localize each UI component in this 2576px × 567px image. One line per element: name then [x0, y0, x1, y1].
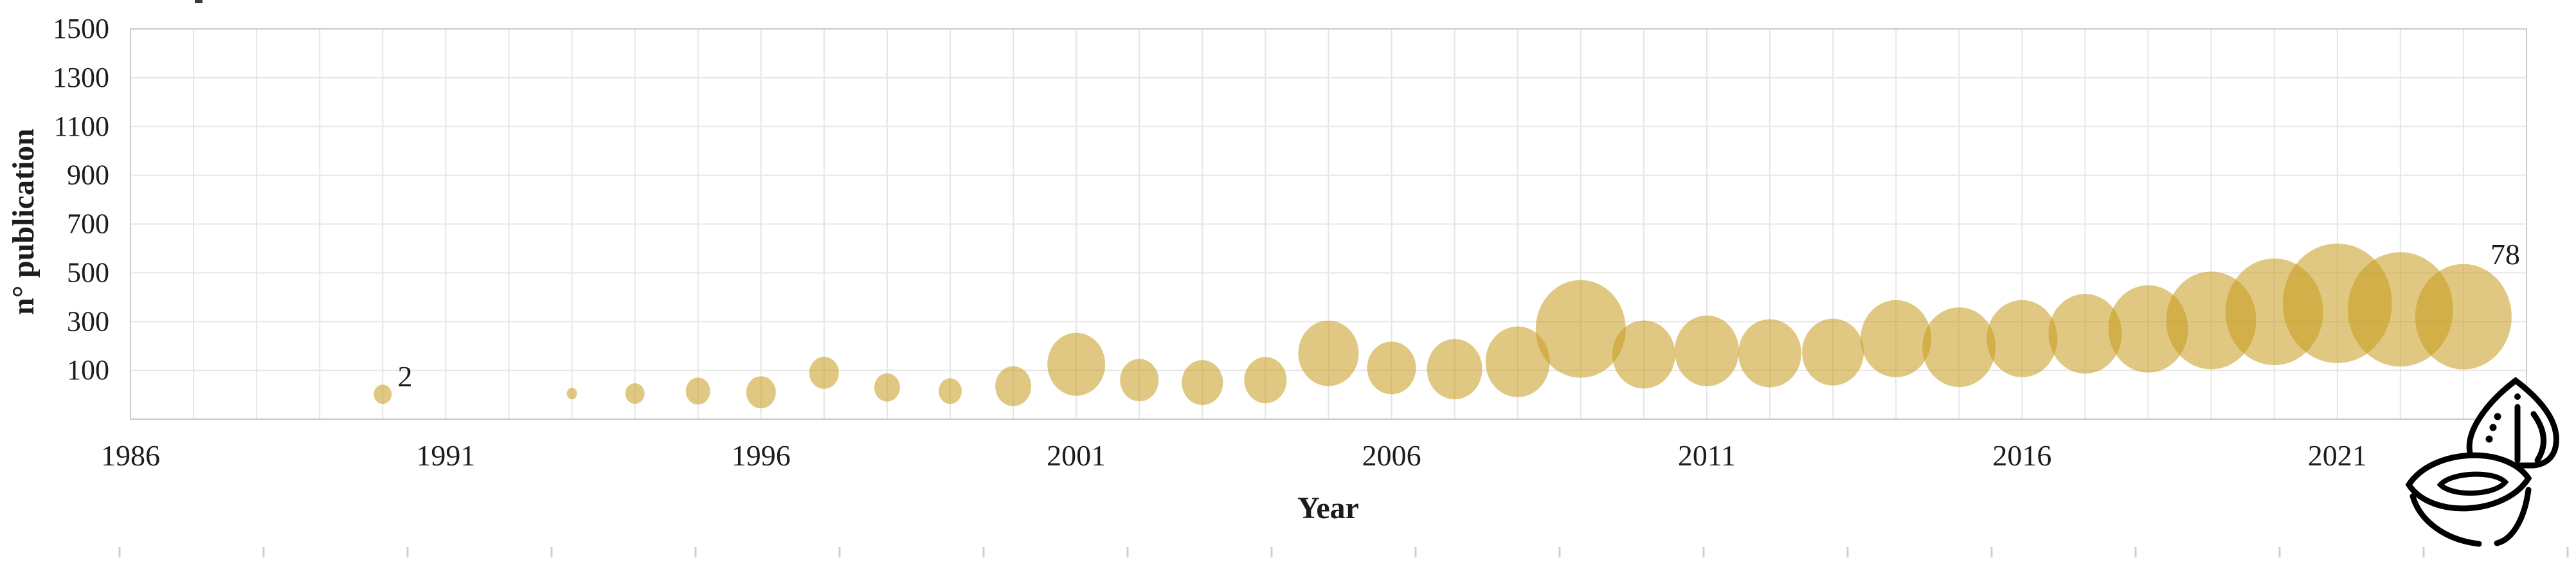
svg-text:1100: 1100	[54, 111, 109, 142]
leaf-dot-1	[2494, 413, 2501, 420]
lemon-inner-eye	[2436, 471, 2509, 496]
lemon-body-outline	[2405, 452, 2532, 512]
bubble-2011	[1674, 315, 1739, 386]
bubble-2004	[1244, 357, 1287, 404]
svg-text:1500: 1500	[53, 13, 109, 44]
bubble-1998	[874, 373, 900, 402]
svg-text:1996: 1996	[732, 439, 791, 472]
bubble-2016	[1986, 300, 2058, 377]
bubble-2012	[1738, 319, 1802, 388]
y-axis-title: n° publication	[6, 129, 41, 315]
svg-text:100: 100	[67, 354, 109, 386]
x-axis-title: Year	[1297, 491, 1359, 525]
y-axis-tick-labels: 100 300 500 700 900 1100 1300 1500	[53, 13, 109, 386]
svg-text:2011: 2011	[1678, 439, 1736, 472]
bubble-2000	[995, 366, 1032, 406]
bubble-2008	[1485, 326, 1550, 397]
svg-text:500: 500	[67, 256, 109, 288]
bubble-1997	[809, 356, 839, 389]
data-label-last-point: 78	[2490, 238, 2520, 271]
bubble-1990	[374, 384, 392, 404]
bubble-2010	[1612, 320, 1675, 389]
bubble-1999	[939, 378, 962, 404]
svg-text:2001: 2001	[1047, 439, 1106, 472]
bubble-2009	[1535, 280, 1626, 378]
cropped-text-fragment	[195, 0, 203, 3]
bubble-1995	[685, 377, 710, 405]
plot-area-border	[130, 28, 2527, 420]
svg-text:1986: 1986	[101, 439, 160, 472]
svg-text:900: 900	[67, 159, 109, 191]
bubble-series	[374, 243, 2512, 409]
lemon-icon	[2405, 377, 2559, 547]
lemon-peel-arc-right	[2494, 487, 2532, 546]
bubble-2001	[1047, 332, 1106, 396]
bubble-2015	[1922, 307, 1996, 388]
leaf-stem-dot	[2514, 393, 2521, 400]
bubble-2014	[1860, 300, 1932, 377]
bubble-1996	[746, 376, 776, 409]
bubble-2007	[1427, 339, 1482, 400]
x-axis-tick-labels: 1986 1991 1996 2001 2006 2011 2016 2021	[101, 439, 2367, 472]
bubble-2023	[2415, 264, 2512, 370]
bubble-1993	[566, 388, 577, 400]
svg-text:300: 300	[67, 305, 109, 337]
lemon-peel-arc-left	[2409, 493, 2482, 547]
bubble-2003	[1182, 360, 1223, 406]
leaf-dot-2	[2489, 424, 2497, 431]
bottom-ruler-ticks	[118, 547, 2569, 557]
svg-text:2006: 2006	[1362, 439, 1421, 472]
leaf-vein-arc	[2530, 411, 2546, 464]
bubble-2017	[2048, 294, 2122, 374]
svg-text:1991: 1991	[416, 439, 475, 472]
bubble-2002	[1120, 359, 1159, 402]
svg-text:700: 700	[67, 208, 109, 240]
svg-text:2021: 2021	[2308, 439, 2367, 472]
svg-text:1300: 1300	[53, 62, 109, 93]
svg-text:2016: 2016	[1992, 439, 2051, 472]
leaf-dot-3	[2485, 435, 2493, 443]
bubble-2006	[1367, 341, 1416, 395]
bubble-1994	[625, 383, 645, 404]
bubble-2005	[1298, 320, 1359, 386]
data-label-first-point: 2	[398, 360, 413, 393]
bubble-2013	[1802, 318, 1864, 386]
